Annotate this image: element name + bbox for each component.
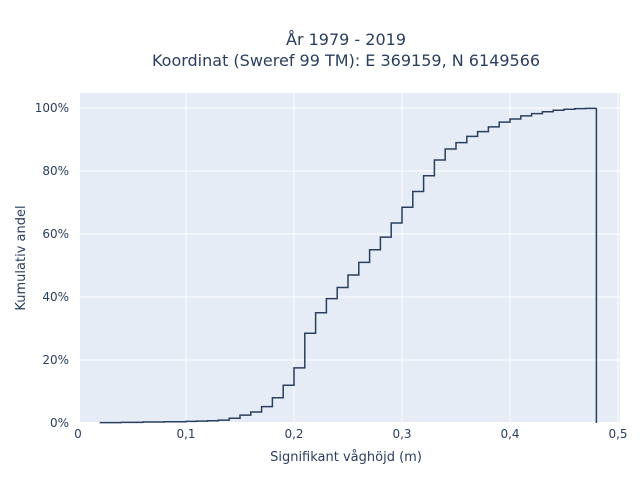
chart-title-line-1: År 1979 - 2019 [286, 30, 406, 49]
x-axis-title: Signifikant våghöjd (m) [270, 450, 422, 465]
y-tick-label: 60% [42, 227, 69, 241]
series-layer [99, 107, 598, 424]
x-tick-label: 0 [74, 427, 82, 441]
x-tick-label: 0,2 [284, 427, 303, 441]
y-axis-title: Kumulativ andel [14, 205, 29, 310]
y-tick-label: 100% [35, 101, 69, 115]
y-tick-label: 80% [42, 164, 69, 178]
y-tick-label: 0% [50, 416, 69, 430]
x-tick-label: 0,5 [608, 427, 627, 441]
grid-lines [80, 93, 620, 424]
ecdf-step-line [99, 107, 598, 424]
plot-area [80, 93, 620, 423]
y-axis-ticks: 0% 20% 40% 60% 80% 100% [35, 101, 69, 430]
x-tick-label: 0,3 [392, 427, 411, 441]
chart-title-line-2: Koordinat (Sweref 99 TM): E 369159, N 61… [152, 51, 540, 70]
x-axis-ticks: 0 0,1 0,2 0,3 0,4 0,5 [74, 427, 627, 441]
x-tick-label: 0,4 [500, 427, 519, 441]
x-tick-label: 0,1 [176, 427, 195, 441]
y-tick-label: 40% [42, 290, 69, 304]
y-tick-label: 20% [42, 353, 69, 367]
